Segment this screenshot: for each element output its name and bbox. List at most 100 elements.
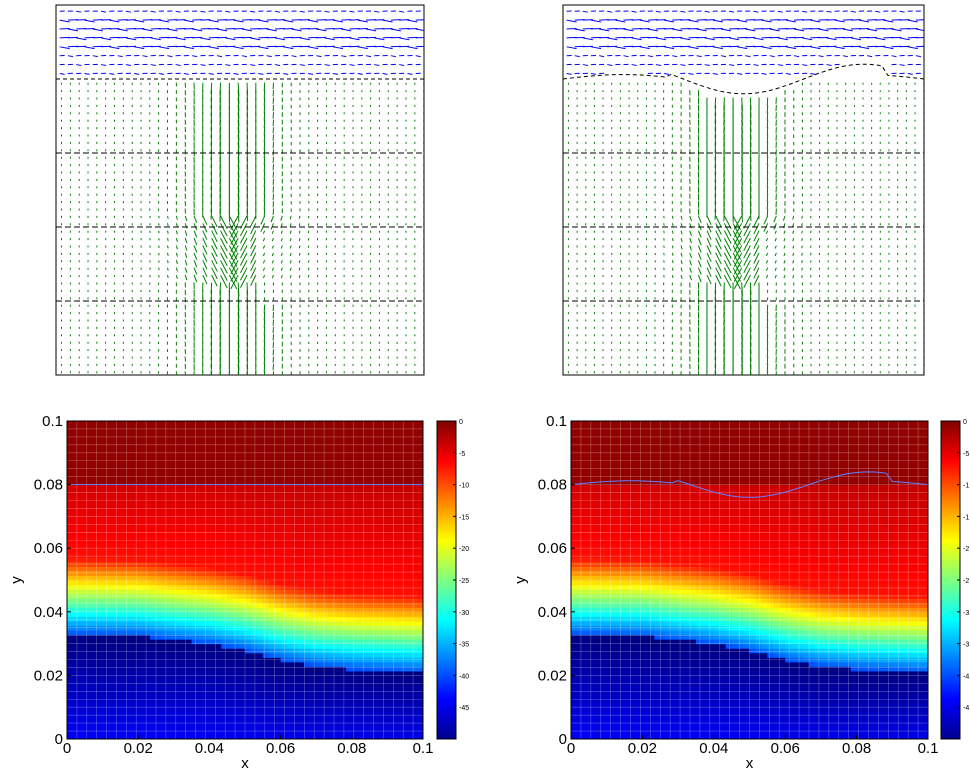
flow-arrow (810, 72, 816, 75)
heat-cell (67, 698, 74, 704)
heat-cell (84, 698, 92, 704)
flow-arrow (712, 19, 723, 23)
flow-arrow (220, 223, 228, 237)
heat-cell (78, 561, 86, 567)
flow-arrow (316, 55, 322, 58)
heat-cell (84, 693, 92, 699)
heat-cell (108, 498, 116, 504)
flow-arrow (834, 19, 845, 23)
heat-cell (144, 548, 151, 554)
heat-cell (126, 602, 133, 608)
heat-cell (78, 530, 86, 536)
heat-cell (138, 725, 145, 731)
flow-arrow (671, 223, 674, 227)
heat-cell (138, 421, 145, 427)
heat-cell (144, 575, 151, 581)
heat-cell (108, 457, 116, 463)
heat-cell (72, 434, 80, 440)
heat-cell (84, 566, 92, 572)
flow-arrow (233, 28, 244, 30)
heat-cell (72, 725, 80, 731)
heat-cell (96, 589, 104, 595)
heat-cell (90, 729, 98, 736)
flow-arrow (774, 267, 777, 271)
heat-cell (84, 543, 92, 549)
flow-arrow (753, 223, 760, 235)
heat-cell (132, 729, 139, 736)
flow-arrow (915, 19, 924, 21)
heat-cell (114, 620, 121, 627)
heat-cell (108, 716, 116, 722)
flow-arrow (280, 215, 283, 221)
heat-cell (126, 439, 133, 445)
flow-arrow (737, 19, 748, 23)
heat-cell (102, 643, 110, 649)
heat-cell (84, 666, 92, 672)
heat-cell (90, 525, 98, 531)
flow-arrow (689, 267, 692, 273)
flow-arrow (801, 237, 803, 241)
flow-arrow (382, 46, 393, 50)
heat-cell (78, 552, 86, 558)
heat-cell (84, 525, 92, 531)
heat-cell (120, 729, 127, 736)
flow-arrow (801, 245, 803, 249)
flow-arrow (193, 274, 198, 283)
heat-cell (144, 675, 151, 681)
heat-cell (144, 725, 151, 731)
heat-cell (90, 643, 98, 649)
heat-cell (108, 616, 116, 622)
heat-cell (108, 525, 116, 531)
heat-cell (120, 421, 127, 427)
flow-arrow (671, 215, 674, 219)
heat-cell (96, 434, 104, 440)
flow-arrow (761, 19, 772, 23)
flow-arrow (250, 274, 257, 286)
flow-arrow (689, 252, 692, 259)
heat-cell (72, 620, 80, 627)
heat-cell (126, 666, 133, 672)
heat-cell (96, 629, 104, 636)
heat-cell (78, 634, 86, 640)
heat-cell (126, 434, 133, 440)
heat-cell (90, 711, 98, 717)
flow-arrow (697, 267, 702, 275)
heat-cell (114, 530, 121, 536)
flow-arrow (765, 252, 769, 257)
heat-cell (72, 543, 80, 549)
heat-cell (108, 452, 116, 458)
flow-arrow (117, 36, 128, 39)
flow-arrow (289, 230, 292, 234)
heat-cell (78, 543, 86, 549)
flow-arrow (324, 19, 335, 21)
flow-arrow (663, 46, 675, 50)
quiver-panel-right (562, 4, 925, 376)
flow-arrow (200, 10, 206, 13)
heat-cell (132, 475, 139, 481)
flow-arrow (715, 245, 722, 257)
flow-arrow (308, 28, 319, 30)
heat-cell (78, 434, 86, 440)
heat-cell (67, 466, 74, 472)
flow-arrow (818, 28, 829, 32)
flow-arrow (240, 215, 248, 229)
heat-cell (114, 643, 121, 649)
heat-cell (144, 643, 151, 649)
heat-cell (108, 661, 116, 667)
heat-cell (72, 616, 80, 622)
heat-cell (132, 570, 139, 577)
heat-cell (108, 548, 116, 554)
flow-arrow (792, 230, 795, 234)
heat-cell (72, 720, 80, 726)
heat-cell (126, 675, 133, 681)
flow-arrow (732, 230, 741, 245)
heat-cell (72, 679, 80, 686)
flow-arrow (792, 215, 795, 220)
heat-cell (102, 570, 110, 577)
flow-arrow (280, 260, 283, 264)
heat-cell (138, 561, 145, 567)
heat-cell (90, 679, 98, 686)
heat-cell (108, 566, 116, 572)
heat-cell (84, 443, 92, 449)
